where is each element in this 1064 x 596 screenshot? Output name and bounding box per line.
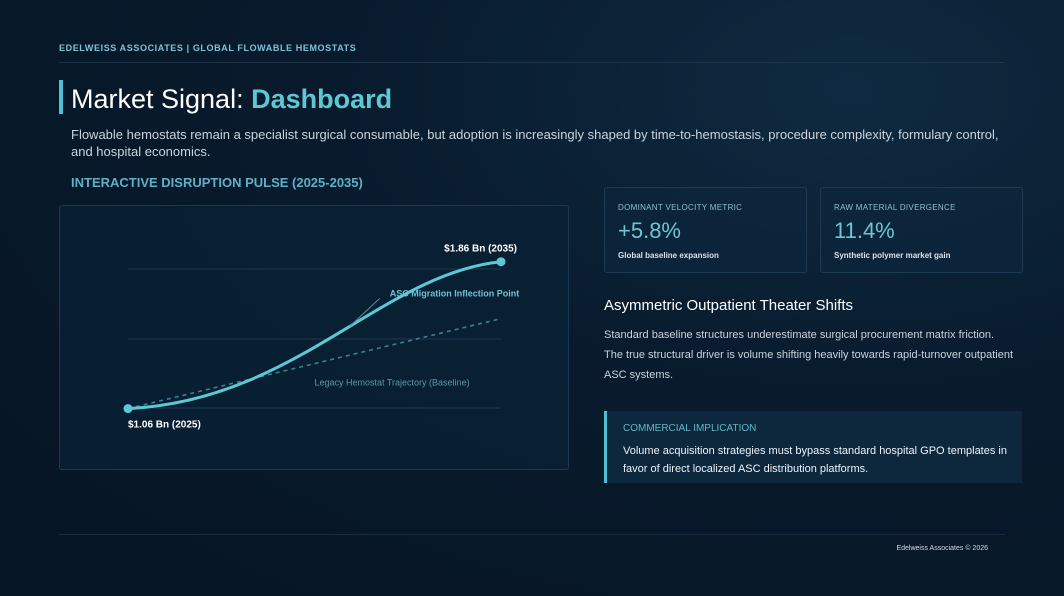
implication-title: COMMERCIAL IMPLICATION xyxy=(623,423,757,434)
page-title-prefix: Market Signal: xyxy=(71,84,244,114)
metric-value: +5.8% xyxy=(618,218,681,243)
asymmetric-section-title: Asymmetric Outpatient Theater Shifts xyxy=(604,297,853,314)
market-growth-line[interactable] xyxy=(126,260,503,411)
end-data-point[interactable] xyxy=(496,257,506,267)
footer-copyright: Edelweiss Associates © 2026 xyxy=(896,545,988,552)
start-data-point[interactable] xyxy=(123,404,133,414)
footer-divider xyxy=(59,534,1005,535)
metric-card-velocity[interactable]: DOMINANT VELOCITY METRIC +5.8% Global ba… xyxy=(604,187,807,273)
inflection-annotation-label: ASC Migration Inflection Point xyxy=(390,288,519,298)
start-value-label: $1.06 Bn (2025) xyxy=(128,420,201,431)
pulse-section-title: INTERACTIVE DISRUPTION PULSE (2025-2035) xyxy=(71,175,363,190)
implication-body: Volume acquisition strategies must bypas… xyxy=(623,445,1007,475)
metric-description: Synthetic polymer market gain xyxy=(834,251,951,260)
pulse-chart[interactable]: $1.86 Bn (2035) $1.06 Bn (2025) ASC Migr… xyxy=(60,206,570,471)
inflection-leader-line xyxy=(349,298,381,327)
grid-lines xyxy=(128,268,501,409)
title-accent-bar xyxy=(59,80,63,114)
pulse-chart-panel[interactable]: $1.86 Bn (2035) $1.06 Bn (2025) ASC Migr… xyxy=(59,205,569,470)
asymmetric-section-body: Standard baseline structures underestima… xyxy=(604,329,1014,381)
baseline-series-label: Legacy Hemostat Trajectory (Baseline) xyxy=(315,378,470,388)
header-topline: EDELWEISS ASSOCIATES | GLOBAL FLOWABLE H… xyxy=(59,43,357,53)
baseline-trajectory-line xyxy=(127,317,502,410)
end-value-label: $1.86 Bn (2035) xyxy=(444,244,517,255)
metric-label: RAW MATERIAL DIVERGENCE xyxy=(834,203,956,212)
metric-description: Global baseline expansion xyxy=(618,251,719,260)
page-subtitle: Flowable hemostats remain a specialist s… xyxy=(71,127,999,159)
header-divider xyxy=(59,62,1005,63)
metric-value: 11.4% xyxy=(834,218,895,243)
page-title: Market Signal: Dashboard xyxy=(71,84,392,115)
commercial-implication-callout: COMMERCIAL IMPLICATION Volume acquisitio… xyxy=(604,411,1022,483)
metric-label: DOMINANT VELOCITY METRIC xyxy=(618,203,743,212)
metric-card-raw-material[interactable]: RAW MATERIAL DIVERGENCE 11.4% Synthetic … xyxy=(820,187,1023,273)
page-title-accent: Dashboard xyxy=(251,84,393,114)
